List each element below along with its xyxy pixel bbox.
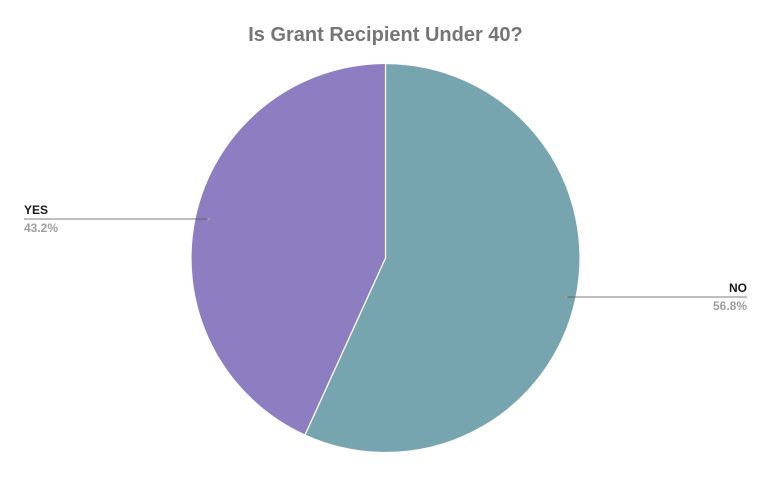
leader-dot-no [564,295,568,299]
pie-slice-no [304,62,581,454]
slice-percent-yes: 43.2% [24,221,58,235]
pie-slices [190,62,581,454]
chart-title: Is Grant Recipient Under 40? [248,24,523,46]
slice-percent-no: 56.8% [713,299,747,313]
pie-labels: NO 56.8% YES 43.2% [24,203,747,313]
leader-dot-yes [207,217,211,221]
slice-label-no: NO [729,281,747,295]
pie-slice-yes [190,62,387,436]
slice-label-yes: YES [24,203,48,217]
